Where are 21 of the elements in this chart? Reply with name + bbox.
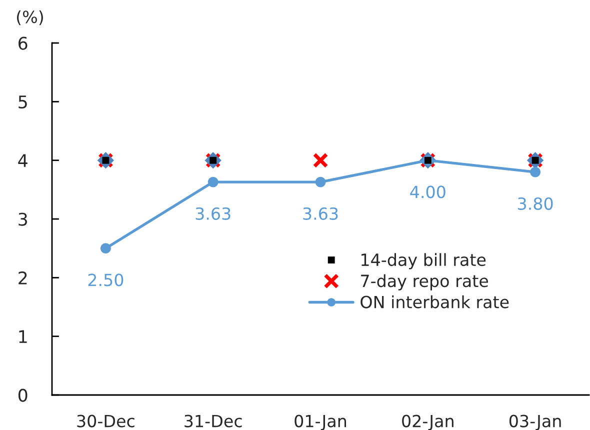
x-tick-label: 02-Jan [402, 414, 454, 430]
y-tick-label: 4 [18, 154, 28, 167]
x-tick-label: 31-Dec [184, 414, 242, 428]
data-label: 3.63 [196, 207, 230, 220]
legend-label: 14-day bill rate [362, 253, 486, 270]
data-label: 3.80 [518, 197, 553, 210]
y-tick-label: 6 [18, 36, 28, 50]
y-tick-label: 0 [18, 388, 28, 402]
y-axis-title: (%) [16, 10, 43, 26]
y-tick-label: 3 [18, 212, 27, 226]
legend-label: 7-day repo rate [361, 274, 488, 290]
y-tick-label: 5 [18, 96, 27, 109]
x-tick-label: 30-Dec [77, 414, 134, 428]
y-tick-label: 2 [18, 271, 27, 284]
legend-label: ON interbank rate [360, 295, 509, 308]
data-label: 2.50 [88, 274, 124, 286]
x-tick-label: 03-Jan [509, 414, 561, 430]
data-label: 4.00 [410, 186, 446, 198]
x-tick-label: 01-Jan [294, 414, 346, 430]
data-label: 3.63 [303, 207, 338, 220]
y-tick-label: 1 [19, 330, 27, 343]
